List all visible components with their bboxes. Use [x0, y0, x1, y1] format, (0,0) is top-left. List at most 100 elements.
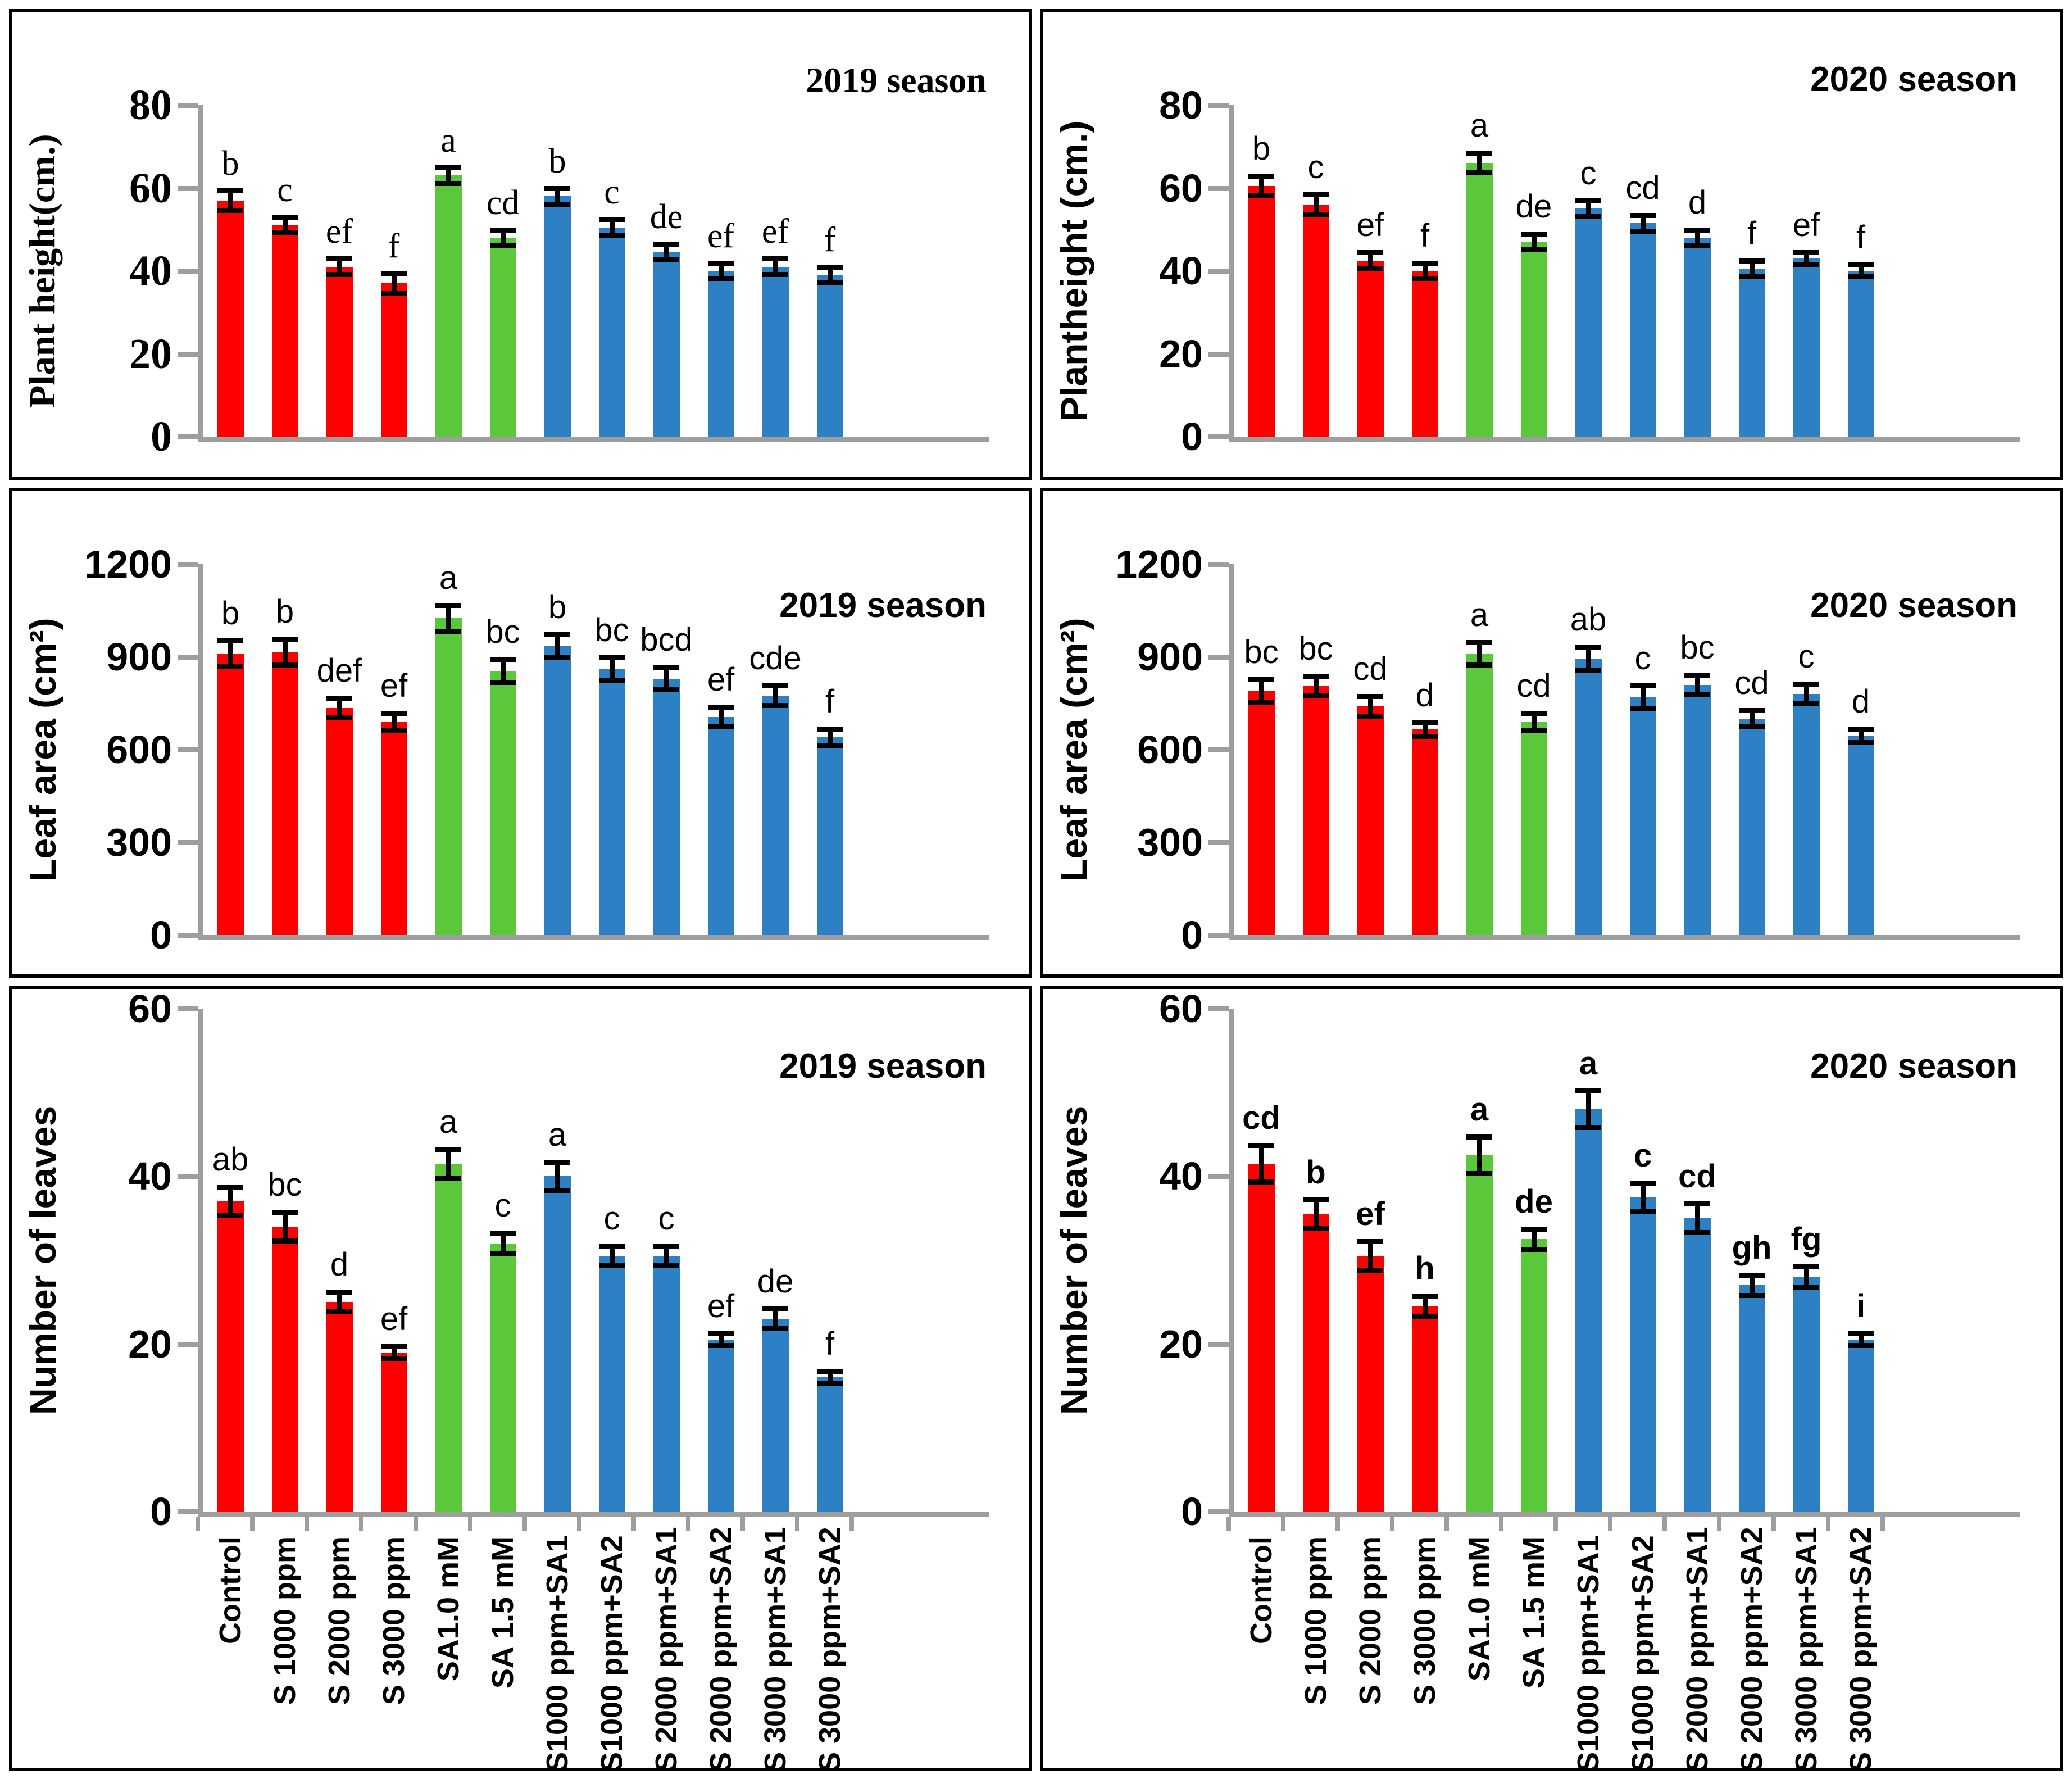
error-bar-cap-bottom	[217, 1213, 243, 1218]
sig-letter: f	[825, 1326, 835, 1363]
bar-S 3000 ppm	[381, 721, 407, 935]
bar-S1000 ppm+SA2	[599, 227, 625, 437]
sig-letter: ef	[707, 661, 735, 698]
error-bar	[283, 637, 288, 668]
error-bar	[1477, 1134, 1482, 1177]
error-bar	[610, 217, 615, 238]
bar-S1000 ppm+SA2	[1630, 1197, 1656, 1512]
sig-letter: f	[1747, 215, 1757, 252]
y-tick-mark	[178, 747, 198, 752]
sig-letter: ef	[707, 216, 735, 255]
error-bar-cap-bottom	[1466, 1171, 1492, 1177]
error-bar-cap-top	[1303, 192, 1329, 197]
error-bar-cap-bottom	[762, 702, 788, 708]
bar-SA1.0 mM	[1466, 163, 1493, 437]
y-tick-label: 80	[129, 81, 172, 129]
error-bar-cap-bottom	[1248, 700, 1274, 705]
error-bar	[501, 1231, 506, 1256]
error-bar-cap-top	[1793, 1264, 1819, 1269]
x-tick-mark	[795, 1517, 799, 1531]
x-category-label: Control	[213, 1536, 247, 1644]
bar-S 3000 ppm+SA1	[762, 266, 789, 437]
bar-SA 1.5 mM	[490, 238, 516, 437]
error-bar	[1314, 1197, 1319, 1231]
error-bar	[337, 1289, 342, 1315]
bar-S1000 ppm+SA2	[599, 669, 625, 935]
bar-S 2000 ppm+SA1	[1684, 1218, 1711, 1512]
bar-S 3000 ppm	[1412, 729, 1438, 935]
error-bar	[1314, 674, 1319, 699]
error-bar-cap-top	[1793, 250, 1819, 256]
y-tick-mark	[1208, 655, 1229, 660]
y-tick-mark	[1208, 1006, 1229, 1011]
bar-S 2000 ppm	[1357, 706, 1384, 935]
sig-letter: d	[1688, 184, 1707, 221]
error-bar-cap-top	[1466, 1134, 1492, 1140]
sig-letter: b	[548, 142, 566, 180]
error-bar	[664, 664, 669, 693]
sig-letter: ef	[1356, 1196, 1385, 1233]
error-bar	[1750, 1272, 1755, 1298]
error-bar	[555, 185, 560, 207]
y-tick-mark	[178, 103, 198, 108]
error-bar	[773, 256, 778, 278]
sig-letter: a	[1470, 596, 1489, 633]
sig-letter: b	[1306, 1154, 1326, 1191]
sig-letter: cde	[749, 639, 802, 677]
error-bar	[228, 638, 233, 669]
x-tick-mark	[1281, 1517, 1285, 1531]
bar-Control	[1248, 185, 1275, 437]
error-bar-cap-bottom	[490, 243, 516, 248]
error-bar-cap-bottom	[599, 678, 625, 683]
error-bar-cap-top	[272, 1210, 298, 1215]
error-bar-cap-bottom	[1357, 714, 1383, 719]
error-bar-cap-top	[381, 711, 407, 716]
error-bar-cap-bottom	[1739, 724, 1765, 730]
x-category-label: S1000 ppm+SA1	[1571, 1535, 1605, 1771]
error-bar-cap-top	[1248, 1142, 1274, 1148]
error-bar	[1259, 173, 1264, 198]
error-bar	[1423, 1294, 1428, 1319]
bar-S1000 ppm+SA1	[1575, 1109, 1602, 1512]
error-bar	[1641, 683, 1646, 711]
error-bar-cap-top	[1466, 639, 1492, 645]
y-tick-mark	[1208, 747, 1229, 752]
y-tick-label: 40	[128, 1154, 172, 1199]
x-category-label: S 3000 ppm+SA2	[1844, 1527, 1878, 1771]
error-bar	[1259, 1142, 1264, 1185]
sig-letter: ef	[707, 1288, 735, 1325]
y-tick-label: 0	[150, 913, 172, 957]
x-tick-mark	[740, 1517, 745, 1531]
error-bar	[719, 260, 724, 282]
panel-number-of-leaves-2020: Number of leaves 2020 season 60 40 20 0 cd b e…	[1040, 986, 2063, 1771]
bar-S 3000 ppm+SA1	[762, 695, 789, 935]
error-bar-cap-bottom	[217, 207, 243, 213]
bar-S 2000 ppm+SA2	[708, 717, 734, 935]
error-bar-cap-top	[1739, 258, 1765, 264]
sig-letter: cd	[486, 183, 520, 222]
x-tick-mark	[631, 1517, 636, 1531]
x-tick-mark	[1771, 1517, 1776, 1531]
error-bar	[446, 602, 451, 634]
bar-S 2000 ppm	[1357, 1256, 1384, 1512]
x-tick-mark	[468, 1517, 472, 1531]
error-bar-cap-top	[653, 1243, 679, 1249]
error-bar-cap-bottom	[1739, 274, 1765, 279]
error-bar-cap-bottom	[1412, 733, 1438, 739]
error-bar-cap-top	[490, 227, 516, 233]
bar-S1000 ppm+SA1	[1575, 208, 1602, 437]
x-tick-mark	[1226, 1517, 1231, 1531]
error-bar	[1750, 707, 1755, 730]
y-tick-mark	[1208, 351, 1229, 357]
error-bar-cap-top	[381, 1344, 407, 1349]
sig-letter: a	[1579, 1045, 1598, 1082]
error-bar-cap-top	[1466, 151, 1492, 156]
error-bar-cap-bottom	[435, 1175, 461, 1181]
error-bar-cap-bottom	[272, 230, 298, 236]
error-bar-cap-top	[326, 1289, 352, 1295]
bar-S1000 ppm+SA2	[1630, 223, 1656, 437]
sig-letter: f	[1420, 217, 1430, 254]
y-tick-label: 900	[1137, 635, 1203, 679]
sig-letter: h	[1415, 1250, 1435, 1287]
error-bar-cap-bottom	[1412, 276, 1438, 282]
